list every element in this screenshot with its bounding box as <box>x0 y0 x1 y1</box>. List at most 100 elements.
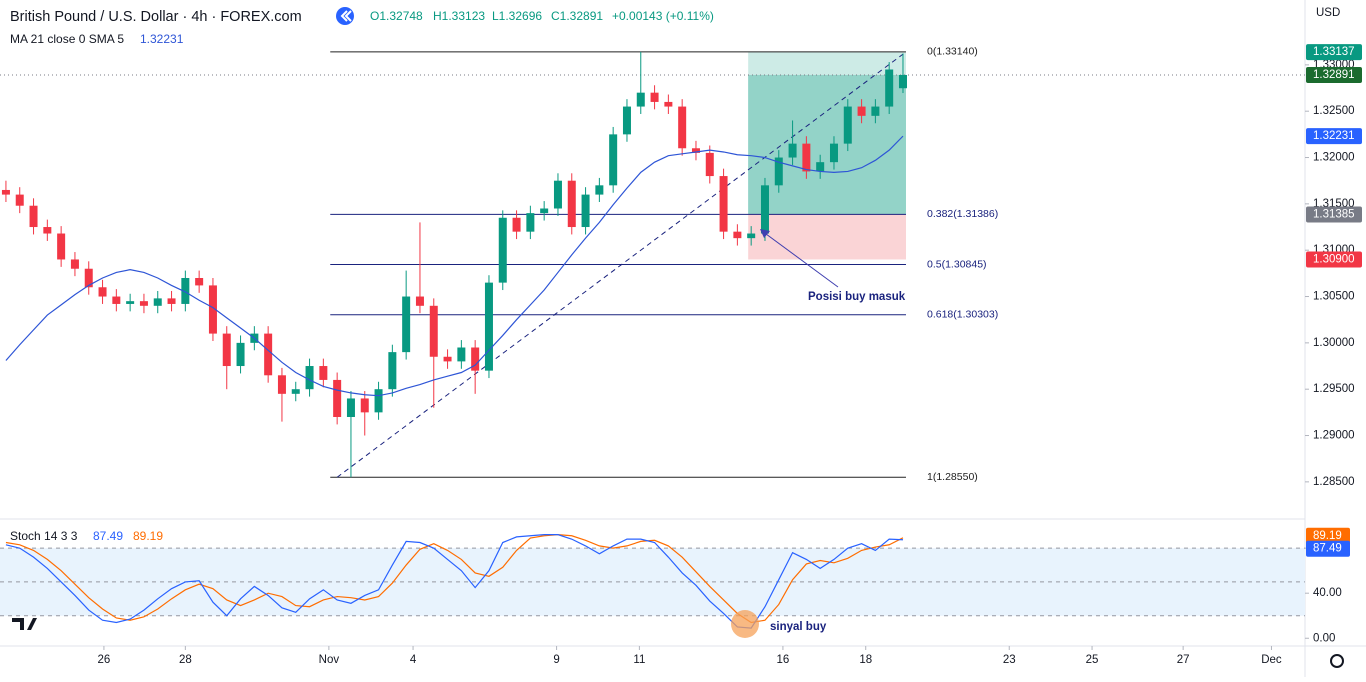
x-tick-label: 16 <box>777 654 790 666</box>
price-badge-label: 1.31385 <box>1313 209 1355 221</box>
candle-body <box>857 106 866 116</box>
candle-body <box>885 69 894 107</box>
candle-body <box>70 259 79 269</box>
ohlc-low: L1.32696 <box>492 9 542 23</box>
candle-body <box>829 143 838 163</box>
fib-label: 0.618(1.30303) <box>927 309 998 321</box>
candle-body <box>719 176 728 232</box>
y-tick-label: 1.32500 <box>1313 105 1355 117</box>
candle-body <box>126 301 135 304</box>
ma-line <box>5 135 904 397</box>
candle-body <box>871 106 880 116</box>
candle-body <box>305 366 314 390</box>
stoch-badge <box>1306 527 1350 544</box>
entry-note: Posisi buy masuk <box>808 291 906 303</box>
y-tick-label: 1.30000 <box>1313 337 1355 349</box>
candle-body <box>319 366 328 380</box>
candle-body <box>622 106 631 135</box>
candle-body <box>898 74 907 89</box>
currency[interactable]: USD <box>1316 7 1340 19</box>
stoch-tick-label: 40.00 <box>1313 587 1342 599</box>
candle-body <box>57 233 66 260</box>
x-tick-label: Nov <box>319 654 340 666</box>
x-tick-label: 9 <box>553 654 559 666</box>
candle-body <box>346 398 355 417</box>
candle-body <box>788 143 797 158</box>
price-badge <box>1306 251 1362 268</box>
candle-body <box>691 148 700 153</box>
candle-body <box>747 233 756 239</box>
entry-arrowhead <box>760 229 770 238</box>
stoch-badge-label: 89.19 <box>1313 530 1342 542</box>
candle-body <box>733 231 742 239</box>
y-tick-label: 1.29000 <box>1313 430 1355 442</box>
candle-body <box>153 298 162 306</box>
ohlc-open: O1.32748 <box>370 9 423 23</box>
x-tick-label: Dec <box>1261 654 1282 666</box>
candle-body <box>112 296 121 304</box>
candle-body <box>429 305 438 357</box>
candle-body <box>498 217 507 283</box>
candle-body <box>802 143 811 172</box>
fib-label: 0.382(1.31386) <box>927 208 998 220</box>
candle-body <box>526 213 535 232</box>
x-tick-label: 27 <box>1177 654 1190 666</box>
fib-label: 0.5(1.30845) <box>927 258 987 270</box>
candle-body <box>636 92 645 107</box>
candle-body <box>567 180 576 228</box>
price-badge-label: 1.32231 <box>1313 130 1355 142</box>
stoch-tick-label: 0.00 <box>1313 632 1335 644</box>
candle-body <box>678 106 687 149</box>
x-tick-label: 28 <box>179 654 192 666</box>
candle-body <box>774 157 783 186</box>
settings-button[interactable] <box>1330 654 1344 668</box>
candle-body <box>760 185 769 234</box>
y-tick-label: 1.28500 <box>1313 476 1355 488</box>
candle-body <box>457 347 466 362</box>
candle-body <box>208 285 217 334</box>
stoch-badge <box>1306 540 1350 557</box>
candle-body <box>15 194 24 206</box>
candle-body <box>29 205 38 228</box>
signal-marker <box>731 610 759 638</box>
candle-body <box>540 208 549 214</box>
ohlc-high: H1.33123 <box>433 9 485 23</box>
candle-body <box>553 180 562 209</box>
stoch-d-value: 89.19 <box>133 529 163 543</box>
signal-note: sinyal buy <box>770 621 827 633</box>
x-tick-label: 18 <box>859 654 872 666</box>
replay-icon <box>340 10 352 22</box>
candle-body <box>291 389 300 394</box>
candle-body <box>264 333 273 376</box>
price-badge <box>1306 66 1362 83</box>
y-tick-label: 1.30500 <box>1313 291 1355 303</box>
candle-body <box>374 389 383 413</box>
price-badge <box>1306 206 1362 223</box>
price-badge-label: 1.33137 <box>1313 46 1355 58</box>
price-badge-label: 1.30900 <box>1313 253 1355 265</box>
ma-legend: MA 21 close 0 SMA 5 <box>10 32 124 46</box>
candle-body <box>98 287 107 297</box>
ohlc-close: C1.32891 <box>551 9 603 23</box>
candle-body <box>84 268 93 288</box>
candle-body <box>388 352 397 390</box>
candle-body <box>664 101 673 107</box>
candle-body <box>277 375 286 394</box>
x-tick-label: 25 <box>1086 654 1099 666</box>
candle-body <box>705 152 714 177</box>
ma-value: 1.32231 <box>140 32 184 46</box>
candle-body <box>236 342 245 367</box>
background-layer <box>0 51 1305 617</box>
candle-body <box>471 347 480 371</box>
price-badge <box>1306 44 1362 61</box>
candle-body <box>512 217 521 232</box>
y-tick-label: 1.32000 <box>1313 152 1355 164</box>
stoch-badge-label: 87.49 <box>1313 543 1342 555</box>
candle-body <box>139 301 148 306</box>
candle-body <box>181 277 190 304</box>
candle-body <box>333 379 342 417</box>
x-tick-label: 23 <box>1003 654 1016 666</box>
candle-body <box>415 296 424 306</box>
x-tick-label: 26 <box>98 654 111 666</box>
